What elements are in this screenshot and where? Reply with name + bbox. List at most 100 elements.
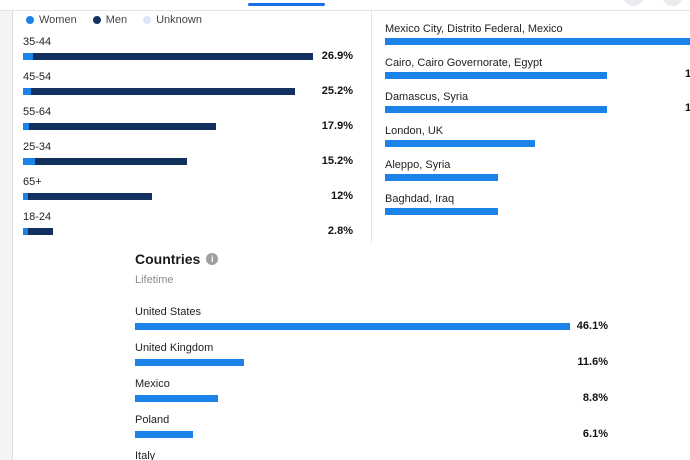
- country-row: United States 46.1%: [135, 306, 608, 332]
- legend-item-men: Men: [92, 14, 128, 26]
- country-percent-label: 6.1%: [582, 427, 608, 440]
- country-label: Mexico: [135, 378, 170, 390]
- age-group-row: 18-24 2.8%: [23, 211, 353, 237]
- legend-dot-women-icon: [26, 16, 34, 24]
- city-row: Cairo, Cairo Governorate, Egypt 1: [385, 57, 690, 80]
- age-gender-chart: Women Men Unknown 35-44 26.9% 45-54 25.2% 55-6…: [23, 13, 353, 246]
- info-icon[interactable]: i: [206, 253, 219, 265]
- age-bar: [23, 122, 216, 130]
- age-group-label: 45-54: [23, 71, 52, 83]
- toolbar-circle-button-2[interactable]: [662, 0, 683, 6]
- city-label: London, UK: [385, 125, 444, 137]
- age-bar-line: 2.8%: [23, 224, 353, 237]
- city-row: Mexico City, Distrito Federal, Mexico: [385, 23, 690, 45]
- men-bar-segment: [31, 87, 295, 95]
- country-bar: [135, 358, 244, 366]
- women-bar-segment: [23, 227, 28, 235]
- age-group-row: 45-54 25.2%: [23, 71, 353, 97]
- country-row: Poland 6.1%: [135, 414, 608, 440]
- legend-item-women: Women: [26, 14, 77, 26]
- country-row: United Kingdom 11.6%: [135, 342, 608, 368]
- age-bar-line: 12%: [23, 189, 353, 202]
- cities-chart: Mexico City, Distrito Federal, Mexico Cai…: [385, 23, 690, 227]
- countries-title: Countries: [135, 251, 201, 267]
- age-group-row: 65+ 12%: [23, 176, 353, 202]
- country-bar-line: 46.1%: [135, 319, 608, 332]
- country-label: United States: [135, 306, 202, 318]
- age-group-row: 25-34 15.2%: [23, 141, 353, 167]
- women-bar-segment: [23, 192, 28, 200]
- country-bar-line: 8.8%: [135, 391, 608, 404]
- city-label: Damascus, Syria: [385, 91, 469, 103]
- country-percent-label: 11.6%: [577, 355, 608, 368]
- toolbar-circle-button-1[interactable]: [623, 0, 644, 6]
- city-label: Aleppo, Syria: [385, 159, 451, 171]
- active-tab-indicator: [248, 3, 325, 6]
- city-label: Cairo, Cairo Governorate, Egypt: [385, 57, 543, 69]
- men-bar-segment: [29, 122, 216, 130]
- country-row: Mexico 8.8%: [135, 378, 608, 404]
- women-bar-segment: [23, 52, 33, 60]
- countries-section: Countries i Lifetime United States 46.1% U…: [135, 250, 608, 460]
- city-row: London, UK: [385, 125, 690, 147]
- country-bar: [135, 430, 193, 438]
- age-percent-label: 15.2%: [321, 154, 353, 167]
- legend-dot-men-icon: [92, 16, 101, 24]
- age-bar-line: 25.2%: [23, 84, 353, 97]
- age-bar: [23, 87, 295, 95]
- country-label: United Kingdom: [135, 342, 214, 354]
- women-bar-segment: [23, 122, 29, 130]
- country-label: Poland: [135, 414, 170, 426]
- age-bar-line: 17.9%: [23, 119, 353, 132]
- men-bar-segment: [33, 52, 313, 60]
- men-bar-segment: [28, 192, 152, 200]
- city-row: Aleppo, Syria: [385, 159, 690, 181]
- country-bar-line: 11.6%: [135, 355, 608, 368]
- header-divider: [0, 10, 690, 11]
- age-bar: [23, 227, 53, 235]
- top-tab-bar: [0, 0, 690, 10]
- country-bar: [135, 394, 218, 402]
- age-group-label: 18-24: [23, 211, 52, 223]
- country-percent-label: 46.1%: [576, 319, 608, 332]
- city-bar: [385, 140, 535, 147]
- women-bar-segment: [23, 87, 31, 95]
- city-row: Baghdad, Iraq: [385, 193, 690, 215]
- age-gender-rows: 35-44 26.9% 45-54 25.2% 55-64 17.9% 25-34 15.2%…: [23, 36, 353, 237]
- city-label: Mexico City, Distrito Federal, Mexico: [385, 23, 563, 35]
- city-bar: [385, 208, 498, 215]
- age-group-row: 55-64 17.9%: [23, 106, 353, 132]
- country-bar: [135, 322, 570, 330]
- men-bar-segment: [35, 157, 187, 165]
- countries-subtitle: Lifetime: [135, 274, 174, 286]
- age-percent-label: 25.2%: [321, 84, 353, 97]
- age-bar: [23, 157, 187, 165]
- age-group-row: 35-44 26.9%: [23, 36, 353, 62]
- country-percent-label: 8.8%: [582, 391, 608, 404]
- age-percent-label: 26.9%: [321, 49, 353, 62]
- city-bar: [385, 38, 690, 45]
- age-bar-line: 15.2%: [23, 154, 353, 167]
- left-gutter: [0, 11, 13, 460]
- city-bar: [385, 174, 498, 181]
- age-percent-label: 12%: [330, 189, 353, 202]
- legend-item-unknown: Unknown: [143, 14, 202, 26]
- age-bar: [23, 52, 313, 60]
- legend-label: Unknown: [156, 14, 202, 26]
- age-percent-label: 2.8%: [327, 224, 353, 237]
- legend-label: Men: [105, 14, 128, 26]
- men-bar-segment: [28, 227, 53, 235]
- age-percent-label: 17.9%: [321, 119, 353, 132]
- country-bar-line: 6.1%: [135, 427, 608, 440]
- legend-dot-unknown-icon: [143, 16, 152, 24]
- age-group-label: 25-34: [23, 141, 52, 153]
- city-percent-label-truncated: 1: [685, 102, 690, 114]
- age-group-label: 65+: [23, 176, 42, 188]
- age-group-label: 35-44: [23, 36, 52, 48]
- cities-rows: Mexico City, Distrito Federal, Mexico Cai…: [385, 23, 690, 215]
- countries-header: Countries i: [135, 250, 608, 268]
- country-label: Italy: [135, 450, 156, 460]
- age-bar-line: 26.9%: [23, 49, 353, 62]
- women-bar-segment: [23, 157, 35, 165]
